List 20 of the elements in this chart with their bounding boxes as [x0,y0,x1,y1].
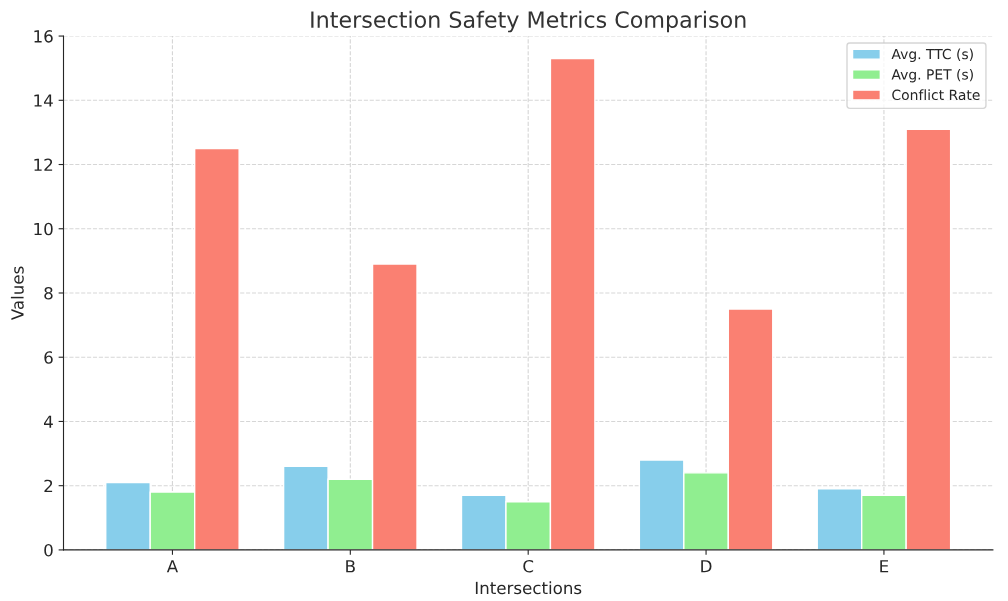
legend-label: Avg. PET (s) [891,68,973,83]
y-tick-label: 2 [44,479,53,493]
x-tick-label: B [346,560,355,573]
y-tick-label: 4 [43,415,53,428]
x-tick-label: E [880,560,889,573]
legend-label: Conflict Rate [892,89,980,101]
y-tick-label: 0 [44,543,53,557]
y-tick-label: 12 [34,158,53,171]
y-axis-title: Values [10,266,24,321]
x-tick-label: C [523,559,534,573]
y-tick-label: 10 [34,222,53,236]
y-tick-label: 14 [34,94,53,107]
chart-title: Intersection Safety Metrics Comparison [311,10,746,33]
x-tick-label: A [166,560,179,573]
y-tick-label: 8 [44,286,53,300]
legend-label: Avg. TTC (s) [891,48,973,62]
y-tick-label: 16 [34,30,53,43]
y-tick-label: 6 [44,351,53,364]
x-tick-label: D [701,560,712,573]
x-axis-title: Intersections [475,581,582,595]
